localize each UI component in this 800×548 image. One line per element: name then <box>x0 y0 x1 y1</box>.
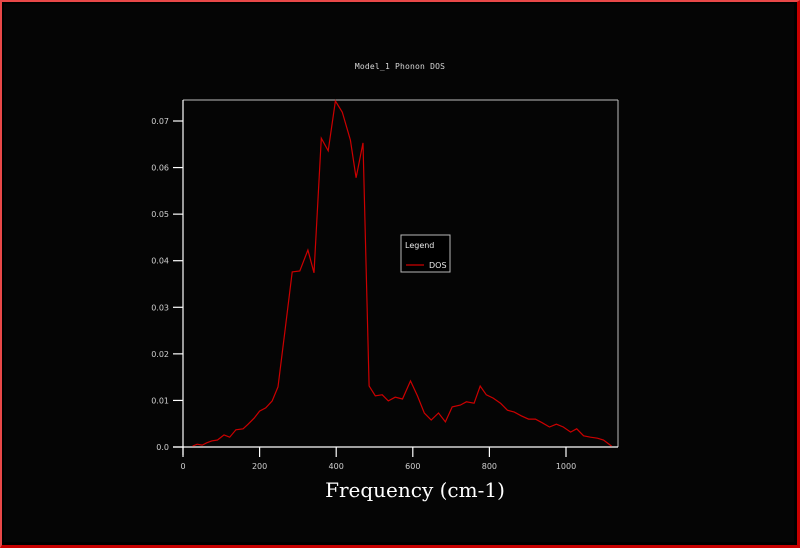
x-tick-label: 600 <box>405 462 420 471</box>
plot-canvas-background <box>4 4 794 542</box>
y-axis-ticks: 0.0 0.01 0.02 0.03 0.04 0.05 0.06 0.07 <box>151 117 183 452</box>
legend-box: Legend DOS <box>400 234 451 273</box>
x-tick-label: 800 <box>482 462 497 471</box>
x-tick-label: 0 <box>180 462 185 471</box>
chart-title: Model_1 Phonon DOS <box>354 62 446 71</box>
y-tick-label: 0.01 <box>151 396 169 405</box>
y-tick-label: 0.05 <box>151 210 169 219</box>
y-tick-label: 0.02 <box>151 350 169 359</box>
y-tick-label: 0.07 <box>151 117 169 126</box>
legend-frame <box>400 234 451 273</box>
x-tick-label: 1000 <box>556 462 576 471</box>
legend-title: Legend <box>405 241 434 250</box>
y-tick-label: 0.03 <box>151 303 169 312</box>
legend-entry-dos: DOS <box>429 261 447 270</box>
y-tick-label: 0.0 <box>156 443 169 452</box>
x-axis-label: Frequency (cm-1) <box>325 478 505 502</box>
y-tick-label: 0.06 <box>151 164 169 173</box>
x-axis-ticks: 0 200 400 600 800 1000 <box>180 447 576 471</box>
dos-series-line <box>192 99 612 447</box>
axes <box>173 99 619 455</box>
x-tick-label: 200 <box>252 462 267 471</box>
y-tick-label: 0.04 <box>151 257 169 266</box>
x-tick-label: 400 <box>329 462 344 471</box>
